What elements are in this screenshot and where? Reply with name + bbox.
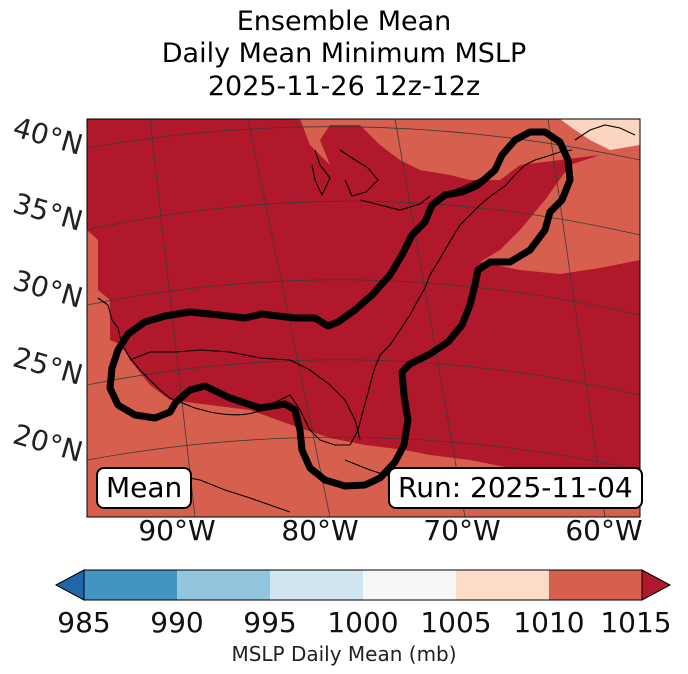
colorbar-label: MSLP Daily Mean (mb) bbox=[231, 642, 457, 666]
pressure-field-mid-northeast bbox=[300, 119, 640, 180]
colorbar-tick-1000: 1000 bbox=[327, 606, 399, 639]
map-frame bbox=[86, 118, 641, 518]
mslp-contour bbox=[106, 128, 574, 490]
map-field bbox=[87, 119, 640, 517]
colorbar-tick-1015: 1015 bbox=[600, 606, 672, 639]
colorbar-tick-985: 985 bbox=[57, 606, 111, 639]
mean-badge: Mean bbox=[96, 467, 193, 509]
colorbar-bin-995-1000 bbox=[270, 570, 363, 600]
colorbar-tick-1005: 1005 bbox=[420, 606, 492, 639]
colorbar-tick-990: 990 bbox=[150, 606, 204, 639]
colorbar-bin-990-995 bbox=[177, 570, 270, 600]
colorbar-tick-995: 995 bbox=[243, 606, 297, 639]
pressure-field-low-corner bbox=[560, 119, 640, 150]
colorbar-extend-high bbox=[641, 569, 672, 601]
colorbar-tick-1010: 1010 bbox=[513, 606, 585, 639]
colorbar-bin-985-990 bbox=[84, 570, 177, 600]
chart-title-line-1: Ensemble Mean bbox=[236, 6, 452, 37]
pressure-field-mid-south bbox=[87, 230, 640, 517]
lon-label-70w: 70°W bbox=[423, 514, 501, 547]
lon-label-90w: 90°W bbox=[138, 514, 216, 547]
chart-title-line-3: 2025-11-26 12z-12z bbox=[207, 71, 481, 102]
lon-label-80w: 80°W bbox=[281, 514, 359, 547]
run-date-badge: Run: 2025-11-04 bbox=[388, 467, 643, 509]
pressure-field-mid-east bbox=[480, 150, 640, 274]
lon-label-60w: 60°W bbox=[565, 514, 643, 547]
chart-title-line-2: Daily Mean Minimum MSLP bbox=[161, 38, 527, 69]
colorbar-bin-1010-1015 bbox=[549, 570, 642, 600]
colorbar-frame bbox=[83, 569, 643, 601]
colorbar-bin-1005-1010 bbox=[456, 570, 549, 600]
colorbar-bin-1000-1005 bbox=[363, 570, 456, 600]
colorbar-extend-low bbox=[54, 569, 85, 601]
